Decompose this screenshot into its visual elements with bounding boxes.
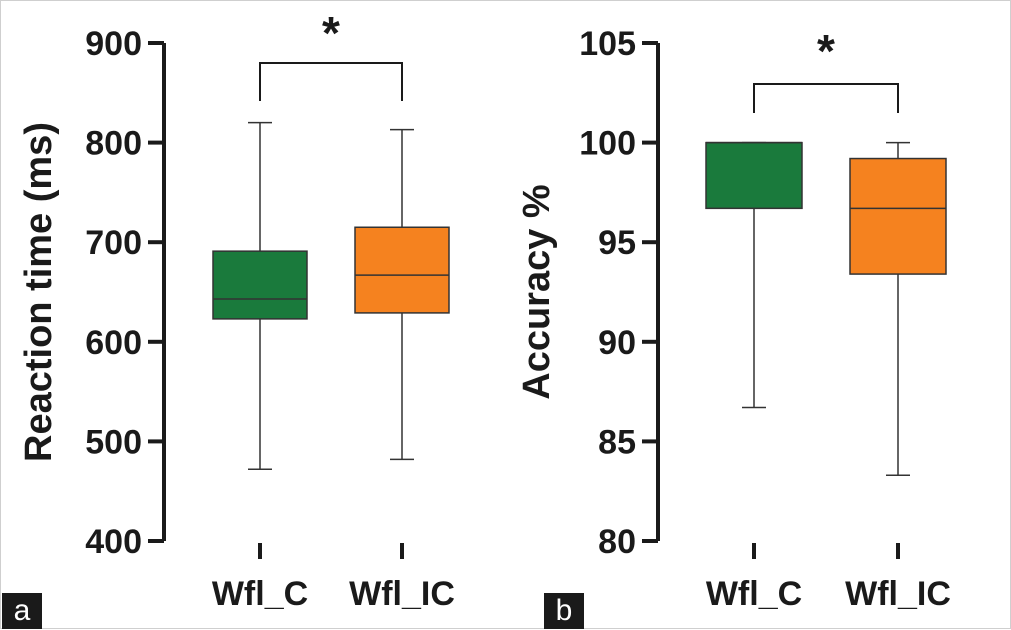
panel-b-y-tick-label: 100: [579, 125, 636, 163]
panel-a-y-axis-label: Reaction time (ms): [18, 122, 60, 462]
panel-a-y-tick-label: 400: [85, 523, 142, 561]
panel-b-box-wfl-ic-iqr: [849, 157, 947, 275]
panel-a-y-tick-label: 700: [85, 224, 142, 262]
panel-b-y-axis-label: Accuracy %: [516, 184, 558, 399]
panel-a-significance-label: *: [322, 7, 340, 59]
panel-a-box-wfl-c-iqr: [212, 250, 308, 320]
panel-b-y-tick-label: 80: [598, 523, 636, 561]
panel-label-b: b: [544, 593, 584, 629]
panel-b-significance-label: *: [817, 25, 835, 77]
panel-a-x-tick-label: Wfl_C: [212, 575, 308, 613]
panel-b-box-wfl-c-iqr: [705, 141, 803, 210]
panel-b-y-tick-label: 95: [598, 224, 636, 262]
panel-label-a: a: [2, 593, 42, 629]
panel-a-y-tick-label: 800: [85, 125, 142, 163]
panel-b-x-tick-label: Wfl_C: [706, 575, 802, 613]
panel-b-x-tick-label: Wfl_IC: [845, 575, 951, 613]
panel-a-y-tick-label: 600: [85, 324, 142, 362]
panel-a-x-tick-label: Wfl_IC: [349, 575, 455, 613]
panel-a-y-tick-label: 500: [85, 423, 142, 461]
panel-b-significance-bracket: [753, 83, 899, 113]
panel-a-box-wfl-ic-iqr: [354, 226, 450, 314]
panel-b-y-tick-label: 105: [579, 25, 636, 63]
panel-b-y-tick-label: 85: [598, 423, 636, 461]
panel-a-y-tick-label: 900: [85, 25, 142, 63]
panel-a-significance-bracket: [259, 62, 403, 101]
panel-b-y-tick-label: 90: [598, 324, 636, 362]
